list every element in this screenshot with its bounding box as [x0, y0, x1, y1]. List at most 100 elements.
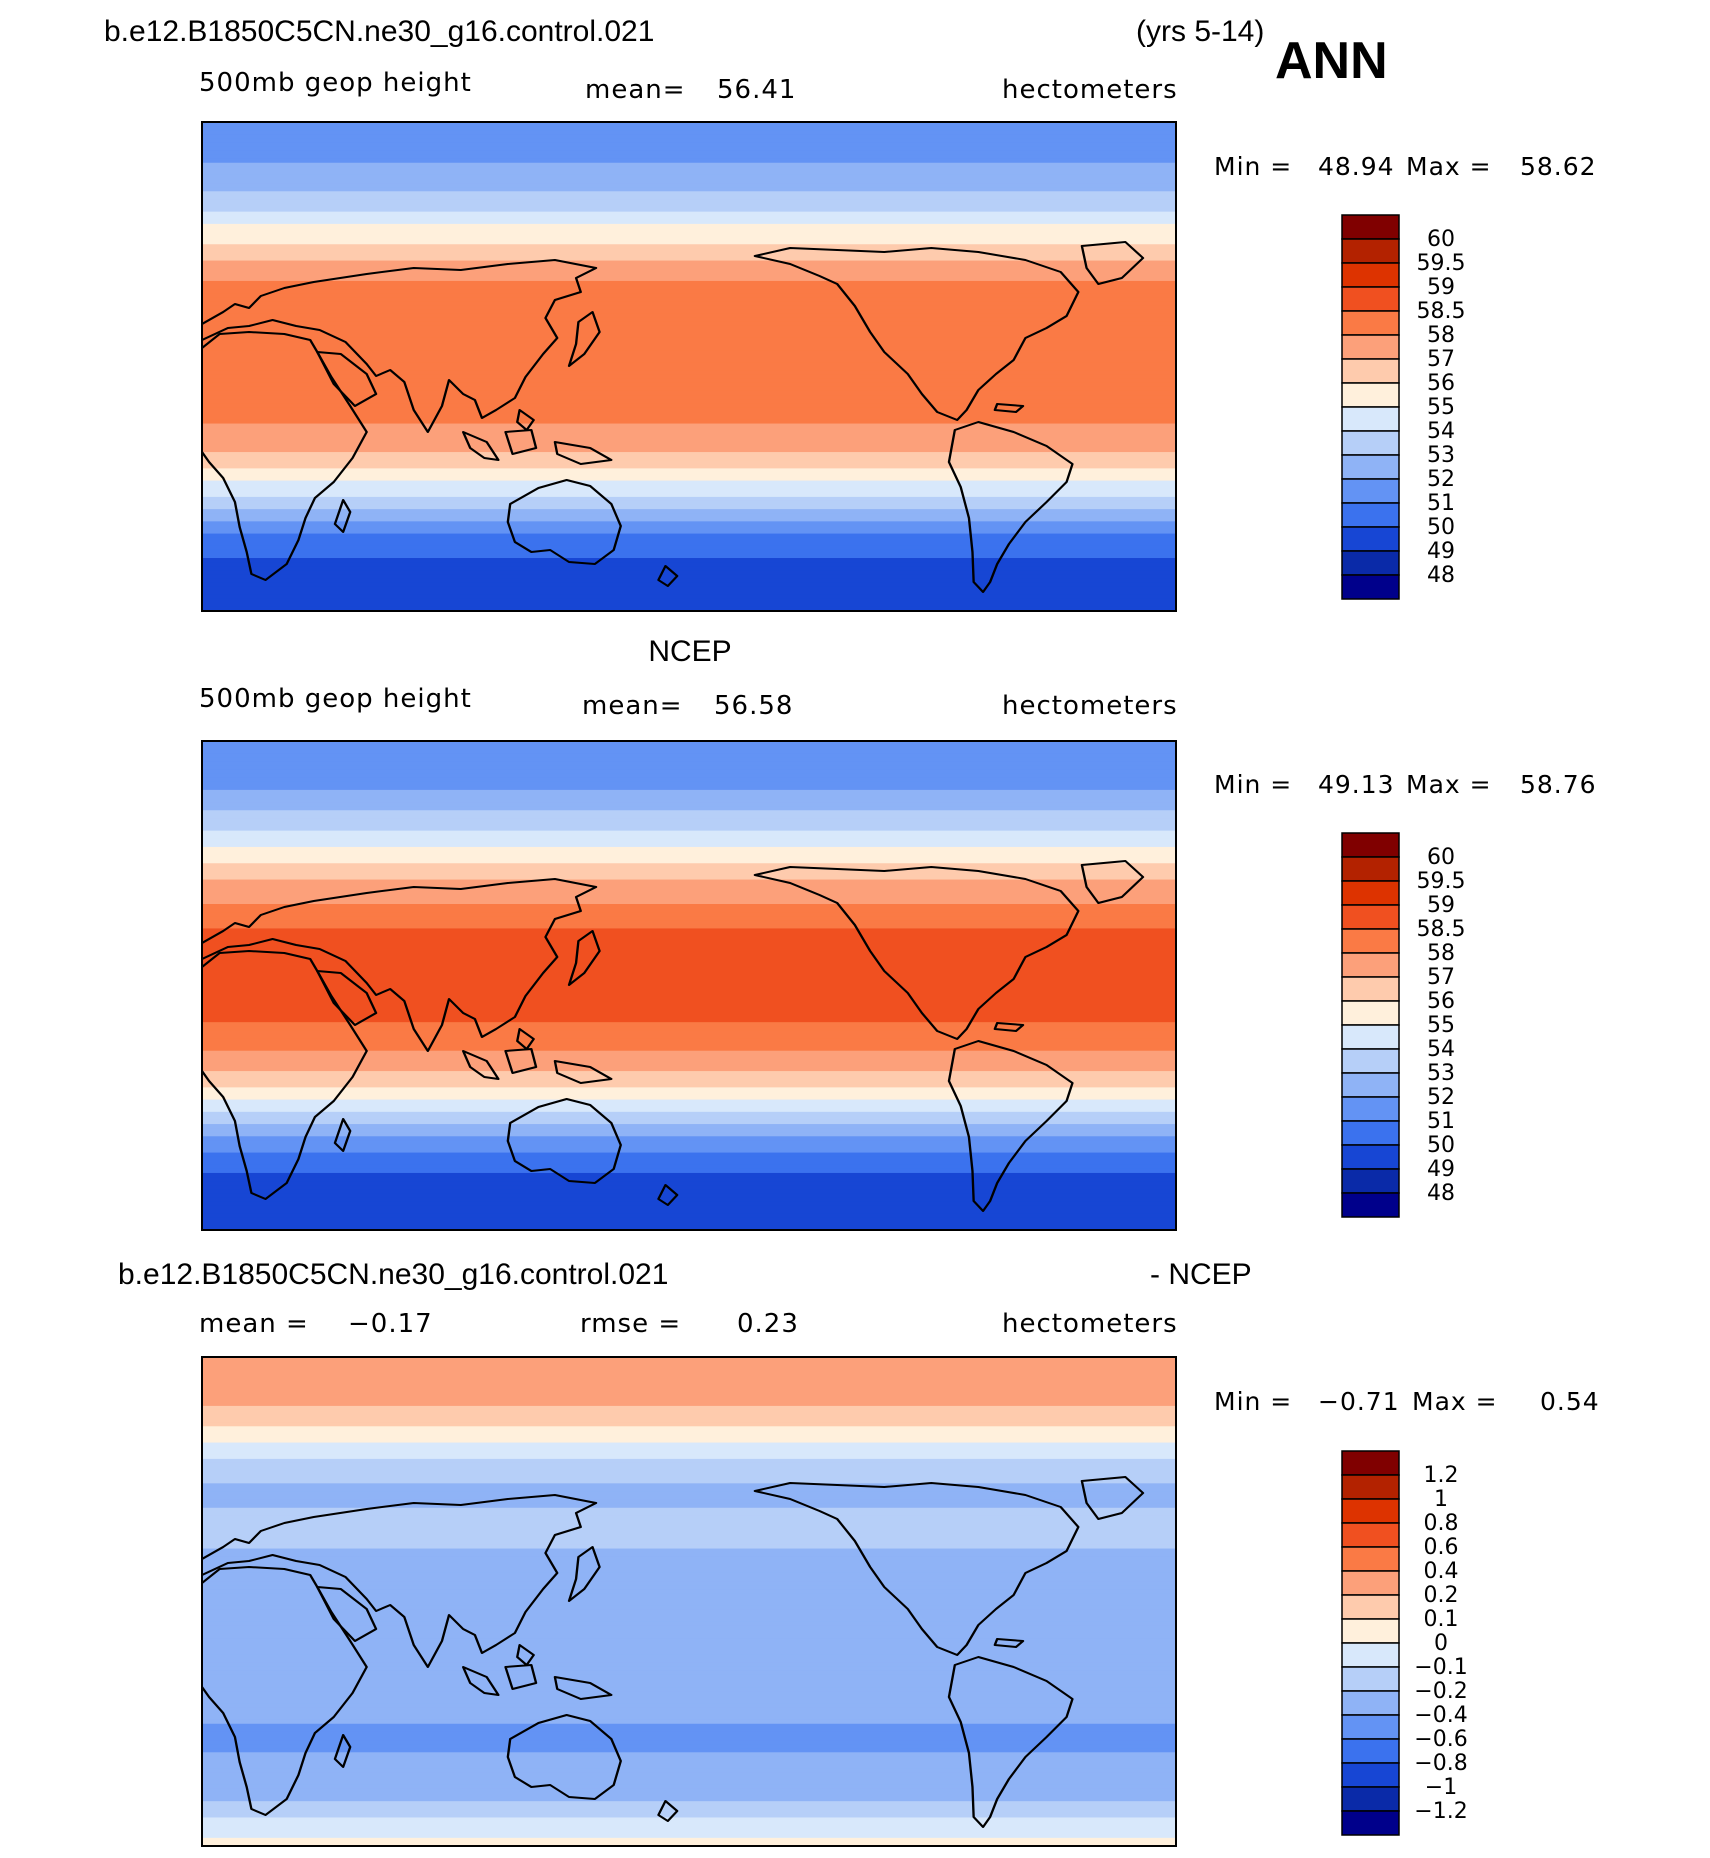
map-band [202, 940, 1176, 946]
map-band [202, 1699, 1176, 1704]
colorbar-swatch [1341, 1192, 1400, 1218]
map-band [202, 842, 1176, 848]
map-band [202, 321, 1176, 327]
map-band [202, 834, 1176, 840]
map-band [202, 1597, 1176, 1603]
colorbar-swatch [1341, 1498, 1400, 1524]
map-band [202, 1638, 1176, 1643]
map-band [202, 1687, 1176, 1692]
map-band [202, 179, 1176, 184]
map-band [202, 765, 1176, 771]
colorbar-tick-label: 55 [1427, 1013, 1455, 1038]
map-band [202, 570, 1176, 575]
map-band [202, 1156, 1176, 1162]
colorbar-tick-label: −0.2 [1414, 1679, 1467, 1704]
map-band [202, 961, 1176, 966]
map-band [202, 317, 1176, 323]
colorbar-swatch [1341, 1810, 1400, 1836]
panel-model-min-value: 48.94 [1318, 152, 1395, 181]
map-band [202, 403, 1176, 408]
colorbar-swatch [1341, 904, 1400, 930]
panel-diff-rmse-label: rmse = [580, 1309, 681, 1339]
map-band [202, 899, 1176, 905]
map-band [202, 1813, 1176, 1819]
map-band [202, 276, 1176, 282]
map-band [202, 1426, 1176, 1431]
map-band [202, 887, 1176, 893]
map-band [202, 1005, 1176, 1011]
map-band [202, 1119, 1176, 1125]
map-band [202, 1377, 1176, 1383]
map-band [202, 505, 1176, 510]
map-band [202, 350, 1176, 355]
map-band [202, 586, 1176, 592]
map-band [202, 989, 1176, 995]
map-band [202, 598, 1176, 604]
map-band [202, 1658, 1176, 1664]
map-band [202, 1797, 1176, 1802]
panel-model: 500mb geop height mean= 56.41 hectometer… [199, 68, 1597, 612]
map-band [202, 325, 1176, 331]
map-band [202, 305, 1176, 311]
map-band [202, 1373, 1176, 1378]
map-band [202, 1054, 1176, 1060]
map-band [202, 806, 1176, 811]
map-band [202, 1172, 1176, 1178]
map-band [202, 1405, 1176, 1411]
map-band [202, 285, 1176, 290]
map-band [202, 260, 1176, 266]
colorbar-tick-label: 53 [1427, 443, 1455, 468]
panel-obs-max-value: 58.76 [1520, 770, 1597, 799]
panel-diff-max-value: 0.54 [1540, 1387, 1600, 1416]
map-band [202, 415, 1176, 421]
colorbar-tick-label: 60 [1427, 227, 1455, 252]
map-band [202, 944, 1176, 950]
colorbar-swatch [1341, 502, 1400, 528]
map-band [202, 924, 1176, 930]
panel-diff-mean-value: −0.17 [348, 1309, 433, 1339]
map-band [202, 166, 1176, 172]
colorbar-swatch [1341, 880, 1400, 906]
map-band [202, 1099, 1176, 1105]
map-band [202, 1768, 1176, 1774]
map-band [202, 1115, 1176, 1121]
map-band [202, 1026, 1176, 1031]
map-band [202, 1418, 1176, 1423]
map-band [202, 851, 1176, 856]
colorbar-swatch [1341, 1072, 1400, 1098]
panel-diff-map [201, 1356, 1177, 1847]
map-band [202, 956, 1176, 962]
map-band [202, 223, 1176, 229]
map-band [202, 1752, 1176, 1757]
colorbar-swatch [1341, 1738, 1400, 1764]
colorbar-swatch [1341, 1570, 1400, 1596]
map-band [202, 904, 1176, 909]
map-band [202, 1613, 1176, 1619]
map-band [202, 1670, 1176, 1676]
map-band [202, 1609, 1176, 1615]
colorbar-swatch [1341, 454, 1400, 480]
map-band [202, 895, 1176, 901]
panel-obs-min-value: 49.13 [1318, 770, 1395, 799]
map-band [202, 354, 1176, 359]
map-band [202, 826, 1176, 832]
map-band [202, 1148, 1176, 1154]
colorbar-tick-label: −0.1 [1414, 1655, 1467, 1680]
map-band [202, 985, 1176, 991]
panel-model-max-value: 58.62 [1520, 152, 1597, 181]
colorbar-swatch [1341, 1522, 1400, 1548]
map-band [202, 468, 1176, 474]
colorbar-swatch [1341, 550, 1400, 576]
map-band [202, 1213, 1176, 1219]
map-band [202, 370, 1176, 376]
map-band [202, 211, 1176, 217]
map-band [202, 916, 1176, 921]
panel-model-min-label: Min = [1214, 152, 1292, 181]
map-band [202, 452, 1176, 457]
colorbar-swatch [1341, 928, 1400, 954]
map-band [202, 1217, 1176, 1223]
map-band [202, 464, 1176, 469]
map-band [202, 1784, 1176, 1790]
map-band [202, 1735, 1176, 1741]
